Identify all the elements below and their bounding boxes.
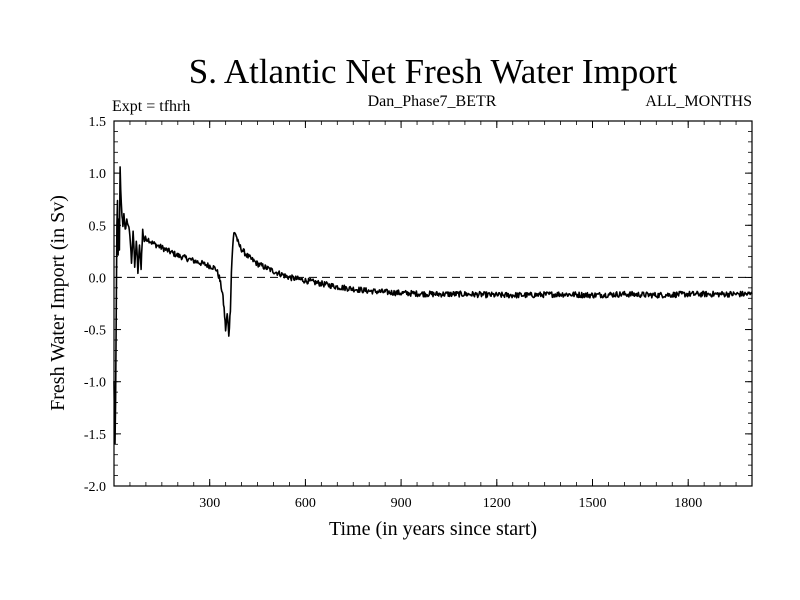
x-axis-label: Time (in years since start) (329, 518, 537, 540)
y-tick-label: 1.5 (89, 115, 107, 130)
y-axis-label: Fresh Water Import (in Sv) (47, 195, 69, 411)
y-tick-label: -0.5 (84, 324, 106, 339)
x-tick-label: 1500 (579, 496, 607, 511)
chart-title: S. Atlantic Net Fresh Water Import (189, 52, 678, 91)
x-tick-label: 300 (199, 496, 220, 511)
x-tick-label: 600 (295, 496, 316, 511)
y-tick-label: -1.0 (84, 376, 106, 391)
data-series-line (113, 166, 753, 445)
months-label: ALL_MONTHS (645, 93, 752, 110)
y-tick-label: 0.0 (89, 271, 107, 286)
y-tick-label: 1.0 (89, 167, 107, 182)
x-tick-label: 1800 (674, 496, 702, 511)
plot-frame (113, 120, 753, 487)
y-tick-label: 0.5 (89, 219, 107, 234)
y-tick-label: -1.5 (84, 428, 106, 443)
experiment-label: Expt = tfhrh (112, 98, 190, 115)
y-tick-label: -2.0 (84, 480, 106, 495)
x-tick-label: 1200 (483, 496, 511, 511)
run-name-label: Dan_Phase7_BETR (368, 93, 497, 110)
x-tick-label: 900 (391, 496, 412, 511)
